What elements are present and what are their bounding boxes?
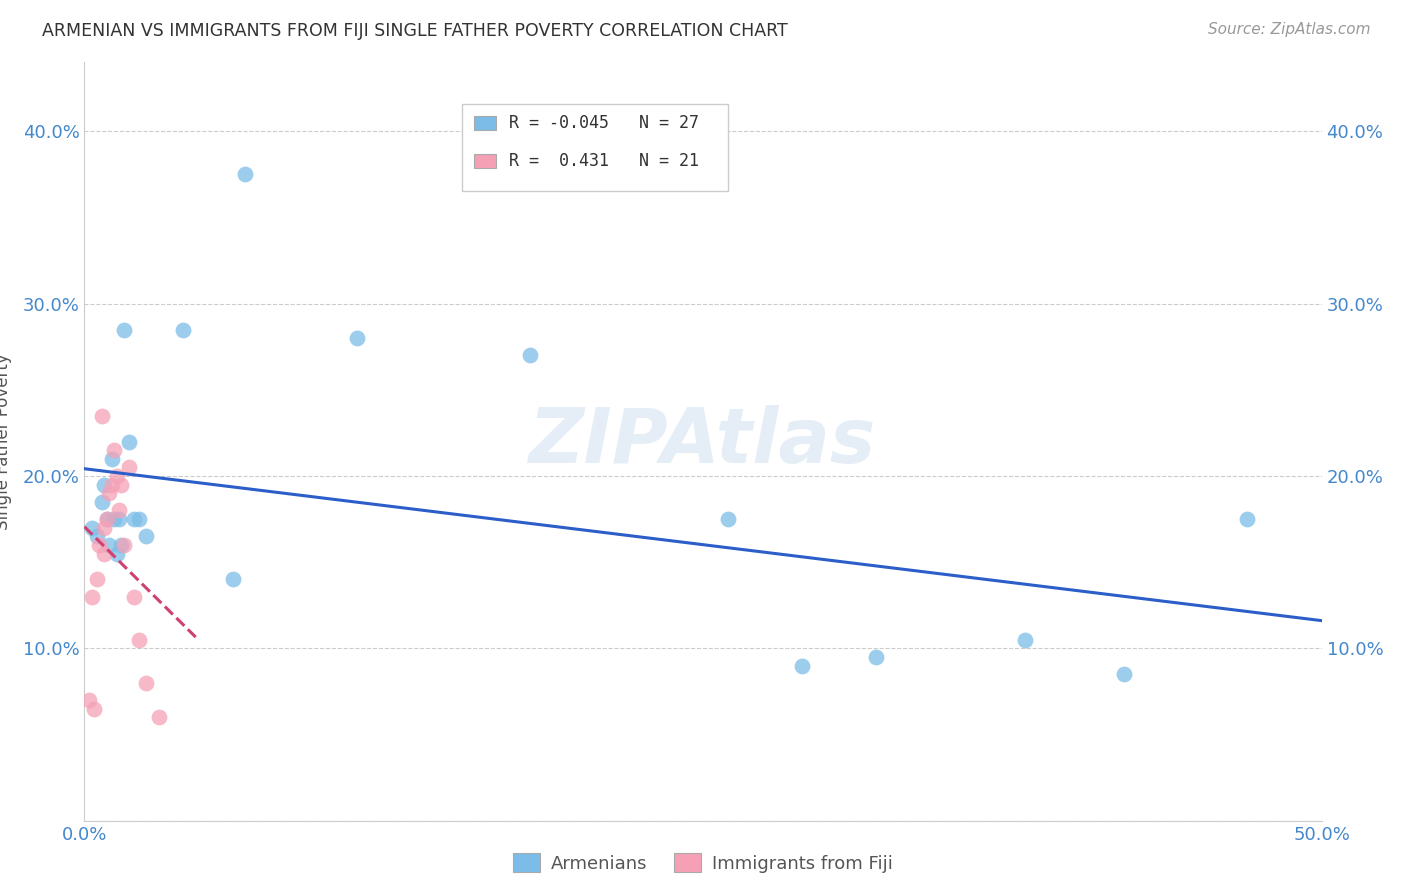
Y-axis label: Single Father Poverty: Single Father Poverty xyxy=(0,353,11,530)
Point xyxy=(790,658,813,673)
Point xyxy=(112,322,135,336)
Point xyxy=(86,529,108,543)
Text: Source: ZipAtlas.com: Source: ZipAtlas.com xyxy=(1208,22,1371,37)
Point xyxy=(96,512,118,526)
Legend: Armenians, Immigrants from Fiji: Armenians, Immigrants from Fiji xyxy=(506,846,900,880)
Point xyxy=(112,538,135,552)
Point xyxy=(135,675,157,690)
Point xyxy=(519,348,541,362)
Point xyxy=(1112,667,1135,681)
Point xyxy=(1014,632,1036,647)
Point xyxy=(103,443,125,458)
Point xyxy=(89,538,111,552)
Point xyxy=(110,477,132,491)
Point xyxy=(122,512,145,526)
Point xyxy=(90,495,112,509)
FancyBboxPatch shape xyxy=(474,154,496,168)
Point xyxy=(86,573,108,587)
Point xyxy=(110,538,132,552)
Point xyxy=(98,538,121,552)
Point xyxy=(98,486,121,500)
Point xyxy=(80,521,103,535)
Point xyxy=(105,547,128,561)
Point xyxy=(135,529,157,543)
FancyBboxPatch shape xyxy=(474,116,496,130)
Point xyxy=(118,460,141,475)
Text: R = -0.045   N = 27: R = -0.045 N = 27 xyxy=(509,114,699,132)
Point xyxy=(80,590,103,604)
Point xyxy=(100,477,122,491)
Point xyxy=(83,701,105,715)
Point xyxy=(79,693,101,707)
Point xyxy=(93,477,115,491)
Point xyxy=(222,573,245,587)
Point xyxy=(105,469,128,483)
Point xyxy=(346,331,368,345)
Point xyxy=(93,547,115,561)
Point xyxy=(128,512,150,526)
Point xyxy=(122,590,145,604)
Text: ZIPAtlas: ZIPAtlas xyxy=(529,405,877,478)
Point xyxy=(1236,512,1258,526)
Point xyxy=(108,512,131,526)
Point xyxy=(96,512,118,526)
Point xyxy=(90,409,112,423)
Text: ARMENIAN VS IMMIGRANTS FROM FIJI SINGLE FATHER POVERTY CORRELATION CHART: ARMENIAN VS IMMIGRANTS FROM FIJI SINGLE … xyxy=(42,22,787,40)
FancyBboxPatch shape xyxy=(461,104,728,191)
Point xyxy=(865,649,887,664)
Point xyxy=(118,434,141,449)
Point xyxy=(108,503,131,517)
Point xyxy=(128,632,150,647)
Point xyxy=(100,451,122,466)
Point xyxy=(172,322,194,336)
Point xyxy=(148,710,170,724)
Point xyxy=(717,512,740,526)
Point xyxy=(93,521,115,535)
Point xyxy=(103,512,125,526)
Text: R =  0.431   N = 21: R = 0.431 N = 21 xyxy=(509,152,699,170)
Point xyxy=(233,168,256,182)
